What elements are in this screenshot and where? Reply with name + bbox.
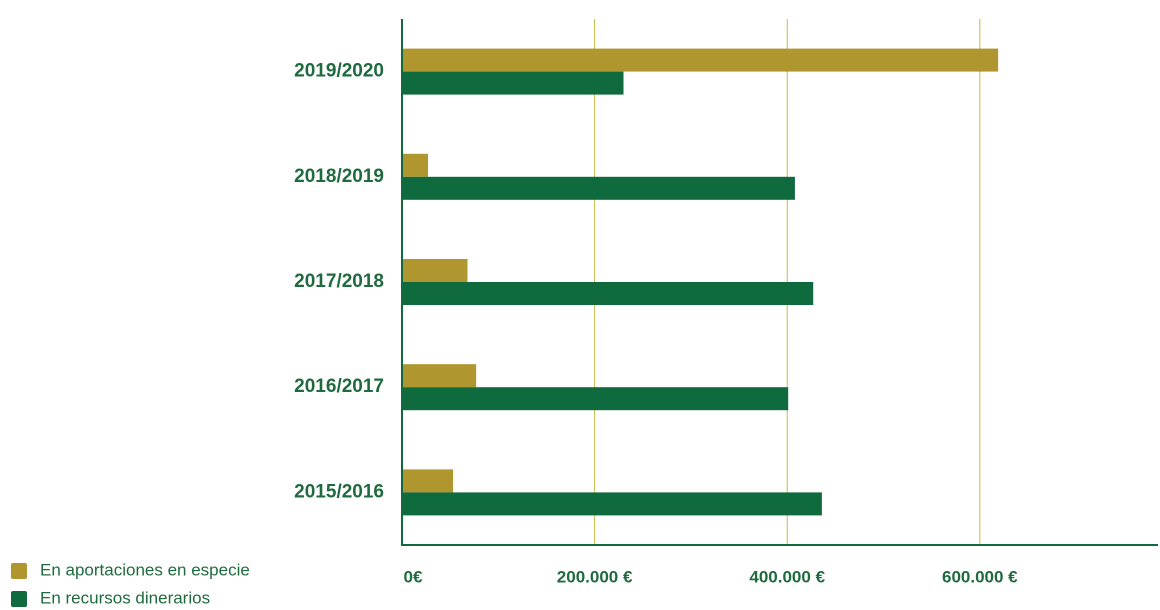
bar [402,469,454,493]
y-tick-label: 2019/2020 [294,61,384,82]
bar [402,364,477,388]
x-tick-label: 0€ [404,567,423,586]
bar [402,387,789,411]
x-tick-label: 400.000 € [749,567,825,586]
bar [402,259,468,282]
bar [402,71,624,95]
bar [402,153,429,177]
bar [402,48,999,72]
legend-label: En recursos dinerarios [40,588,210,607]
bar [402,282,814,305]
x-tick-label: 200.000 € [557,567,633,586]
legend-swatch [11,563,27,579]
bar [402,176,795,200]
y-tick-label: 2016/2017 [294,376,384,397]
legend-swatch [11,591,27,607]
bar [402,492,822,516]
y-tick-label: 2018/2019 [294,166,384,187]
y-tick-label: 2017/2018 [294,271,384,292]
legend-label: En aportaciones en especie [40,560,250,579]
x-tick-label: 600.000 € [942,567,1018,586]
y-tick-label: 2015/2016 [294,481,384,502]
